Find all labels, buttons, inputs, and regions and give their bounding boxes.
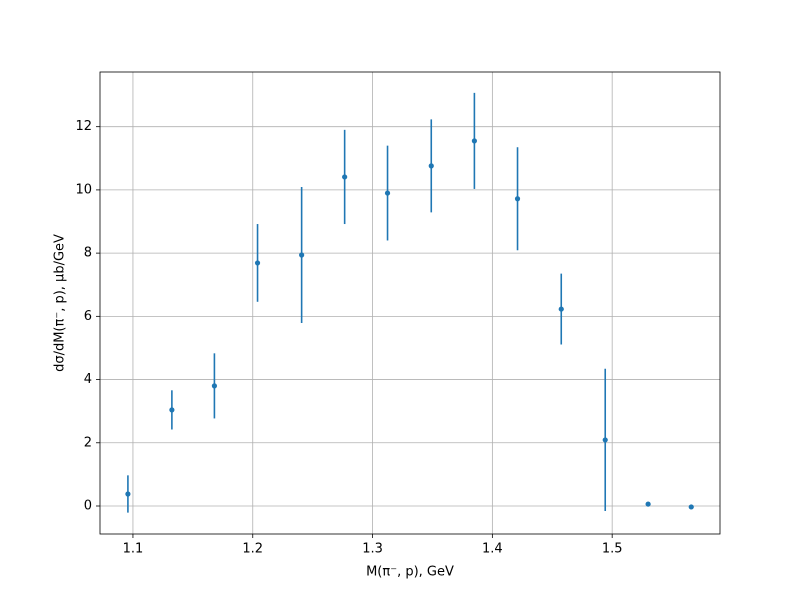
x-axis-label: M(π⁻, p), GeV bbox=[366, 565, 454, 580]
x-tick-label: 1.1 bbox=[123, 542, 144, 557]
data-point bbox=[688, 504, 694, 510]
y-tick-label: 4 bbox=[84, 372, 92, 387]
x-tick-label: 1.2 bbox=[242, 542, 263, 557]
y-tick-label: 12 bbox=[75, 119, 92, 134]
x-tick-label: 1.3 bbox=[362, 542, 383, 557]
x-tick-label: 1.4 bbox=[482, 542, 503, 557]
data-point bbox=[211, 383, 218, 389]
data-point bbox=[645, 501, 651, 507]
data-point bbox=[514, 196, 521, 202]
x-tick-label: 1.5 bbox=[602, 542, 623, 557]
data-point bbox=[471, 138, 477, 144]
y-tick-label: 6 bbox=[84, 309, 92, 324]
y-tick-label: 10 bbox=[75, 182, 92, 197]
data-point bbox=[602, 437, 608, 443]
y-tick-label: 8 bbox=[84, 246, 92, 261]
data-point bbox=[428, 163, 434, 169]
data-point bbox=[384, 190, 391, 196]
data-point bbox=[254, 260, 261, 266]
data-point bbox=[342, 174, 348, 180]
plot-frame bbox=[99, 71, 721, 535]
data-point bbox=[558, 306, 564, 312]
data-point bbox=[125, 491, 131, 497]
y-axis-label: dσ/dM(π⁻, p), μb/GeV bbox=[53, 234, 68, 372]
y-tick-label: 2 bbox=[84, 435, 92, 450]
data-point bbox=[299, 252, 305, 258]
data-point bbox=[169, 407, 175, 413]
y-tick-label: 0 bbox=[84, 498, 92, 513]
